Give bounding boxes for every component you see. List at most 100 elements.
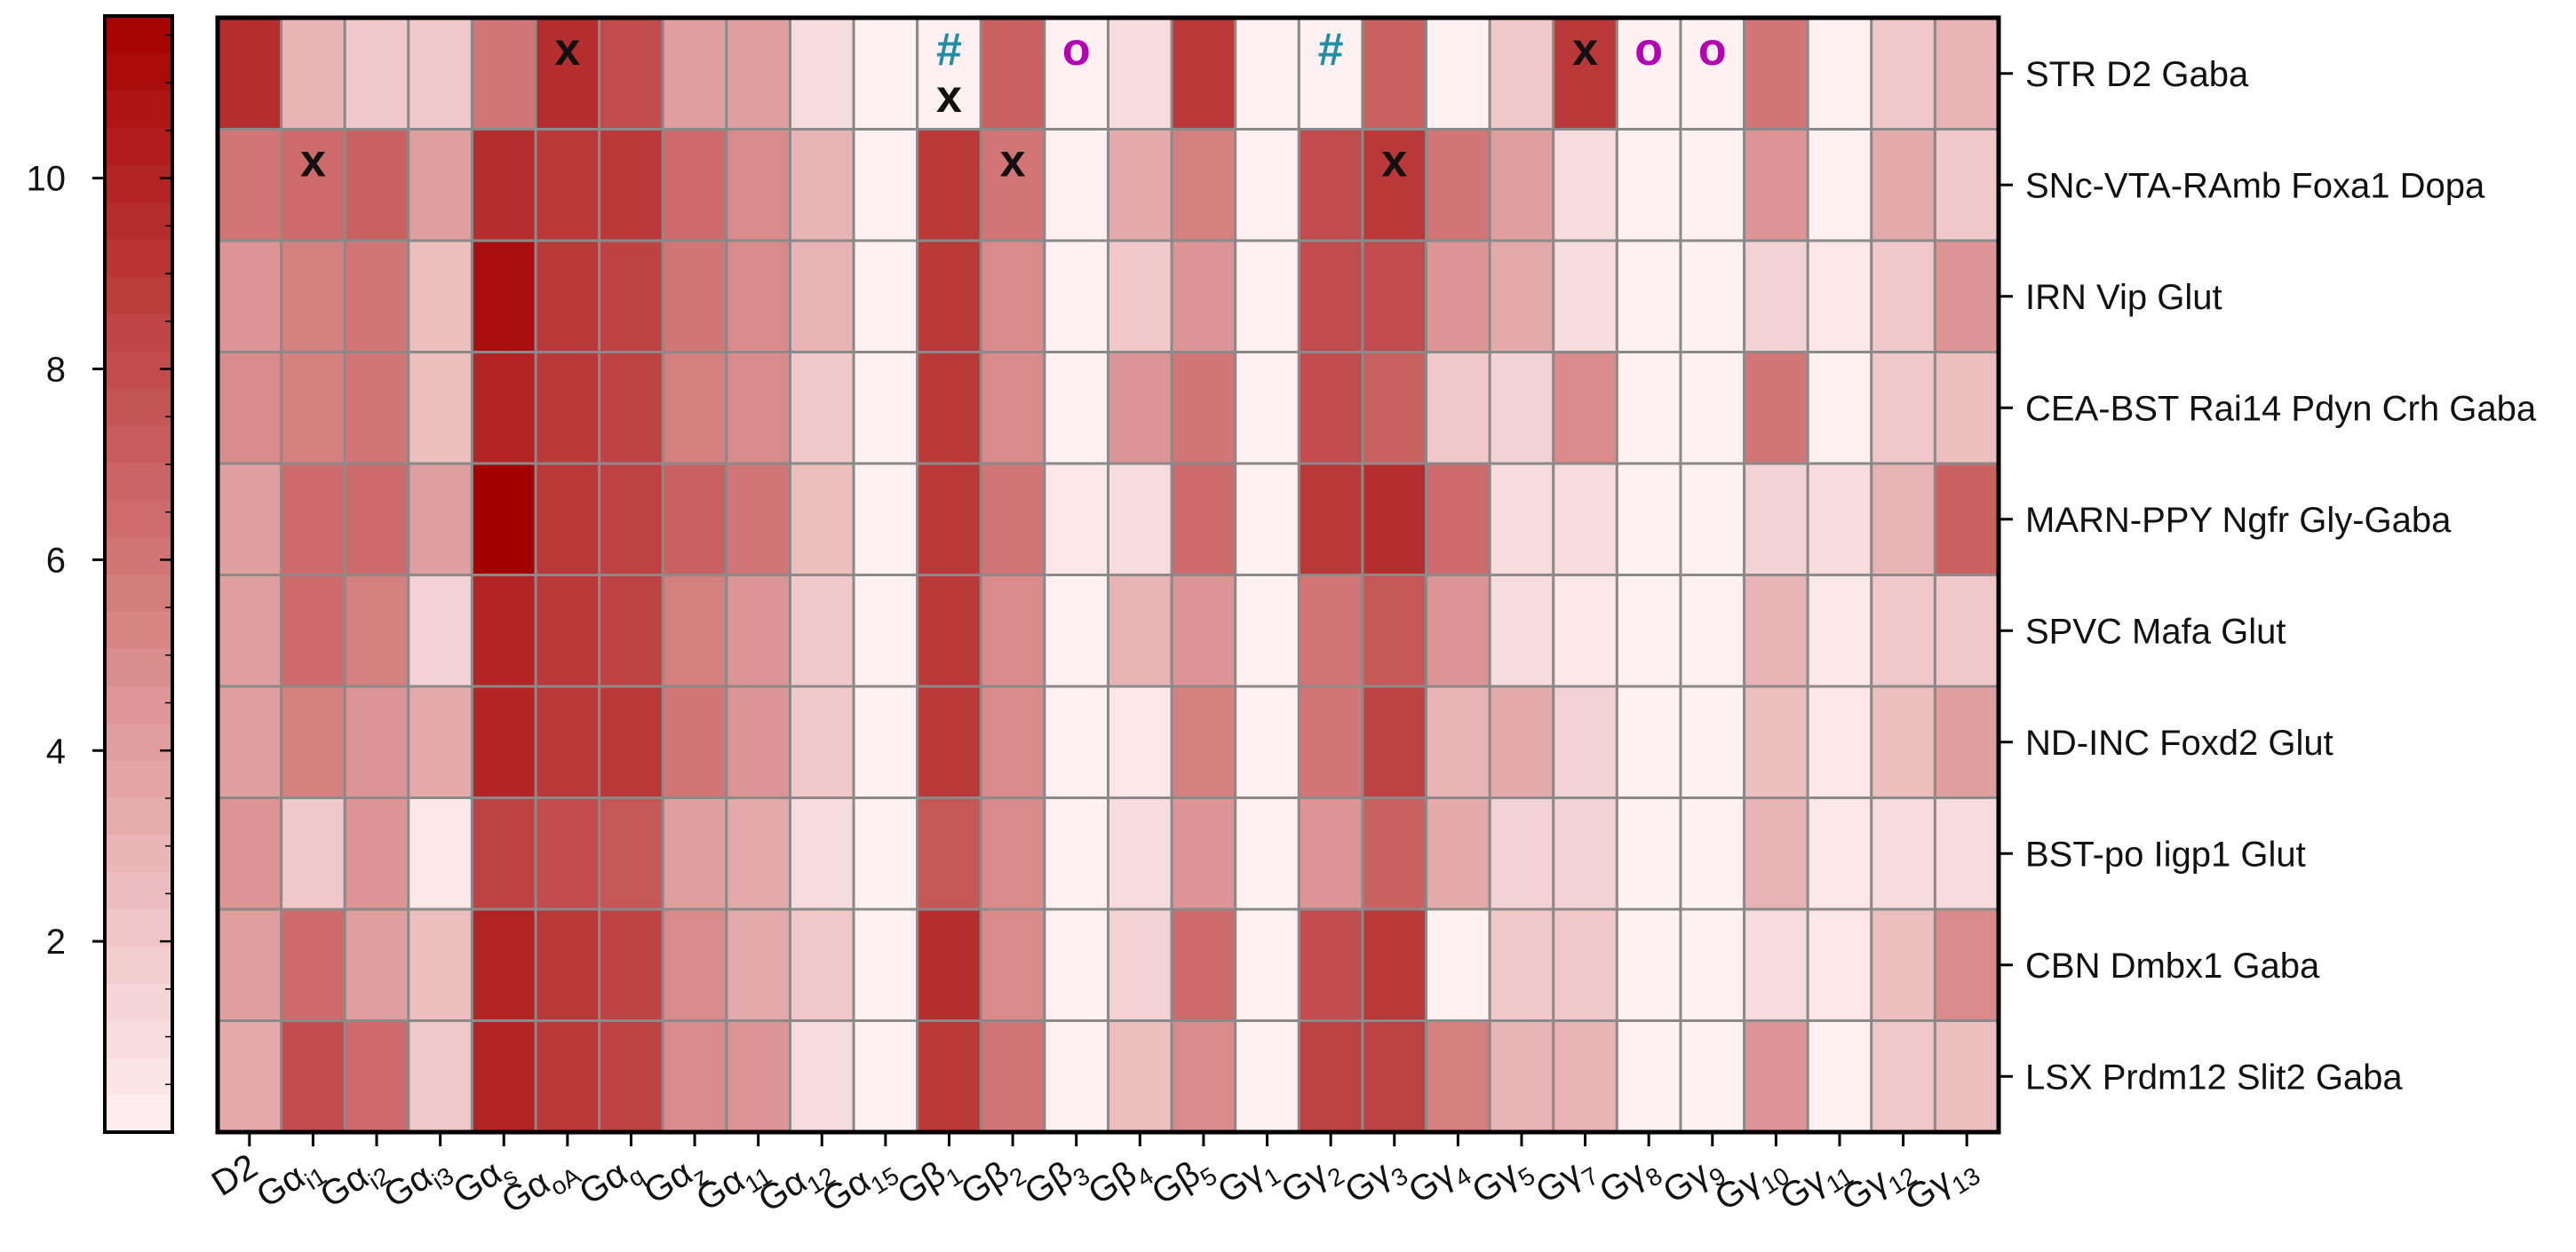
heatmap-cell <box>1425 128 1491 242</box>
heatmap-cell <box>1425 351 1491 465</box>
colorbar-segment <box>105 424 172 464</box>
heatmap-cell <box>1361 351 1428 465</box>
heatmap-cell <box>1107 128 1173 242</box>
heatmap-cell <box>916 351 982 465</box>
row-label: MARN-PPY Ngfr Gly-Gaba <box>2025 501 2452 540</box>
heatmap-cell <box>788 462 855 576</box>
heatmap-cell <box>470 1019 537 1134</box>
heatmap-cell <box>1043 351 1109 465</box>
heatmap-cell <box>1297 685 1364 799</box>
colorbar-segment <box>105 946 172 984</box>
heatmap-cell <box>1107 351 1173 465</box>
heatmap-cell <box>1870 128 1936 242</box>
column-label: Gαq <box>573 1146 649 1217</box>
heatmap-cell <box>788 685 855 799</box>
heatmap-cell <box>916 907 982 1022</box>
colorbar-tick-label: 4 <box>46 732 66 771</box>
cell-marker: x <box>1572 24 1598 75</box>
heatmap-cell <box>1743 128 1809 242</box>
colorbar-segment <box>105 1058 172 1096</box>
cell-marker: o <box>1062 24 1091 75</box>
heatmap-cell <box>1107 16 1173 131</box>
heatmap-cell <box>661 574 728 688</box>
heatmap-cell <box>1552 239 1618 353</box>
heatmap-cell <box>852 685 919 799</box>
heatmap-cell <box>1488 796 1555 911</box>
heatmap-cell <box>979 796 1046 911</box>
heatmap-cell <box>1297 574 1364 688</box>
heatmap-cell <box>725 796 791 911</box>
heatmap-cell <box>661 351 728 465</box>
heatmap-cell <box>661 462 728 576</box>
row-label: BST-po Iigp1 Glut <box>2025 835 2306 874</box>
heatmap-cell <box>788 239 855 353</box>
heatmap-cell <box>788 574 855 688</box>
heatmap-cell <box>725 16 791 131</box>
heatmap-cell <box>661 239 728 353</box>
column-label: D2 <box>205 1146 265 1203</box>
cell-marker: # <box>936 24 962 75</box>
heatmap-cell <box>216 239 283 353</box>
heatmap-cell <box>1806 907 1873 1022</box>
heatmap-cell <box>407 796 473 911</box>
heatmap-cell <box>1297 1019 1364 1134</box>
heatmap-cell <box>470 907 537 1022</box>
heatmap-cell <box>534 574 601 688</box>
heatmap-cell <box>1806 796 1873 911</box>
heatmap-cell <box>725 462 791 576</box>
heatmap-cell <box>852 462 919 576</box>
heatmap-cell <box>979 907 1046 1022</box>
heatmap-cell <box>1933 128 2000 242</box>
heatmap-cell <box>916 796 982 911</box>
heatmap-cell <box>1043 685 1109 799</box>
heatmap-cell <box>1425 462 1491 576</box>
heatmap-cell <box>470 351 537 465</box>
heatmap-cell <box>1425 907 1491 1022</box>
column-label: Gαi3 <box>378 1146 459 1221</box>
heatmap-cell <box>1234 16 1300 131</box>
colorbar-segment <box>105 90 172 129</box>
heatmap-cell <box>1488 574 1555 688</box>
heatmap-cell <box>343 239 410 353</box>
heatmap-cell <box>1743 351 1809 465</box>
heatmap-cell <box>1870 351 1936 465</box>
heatmap-cell <box>1234 239 1300 353</box>
heatmap-cell <box>343 351 410 465</box>
heatmap-cell <box>1552 128 1618 242</box>
heatmap-cell <box>598 1019 664 1134</box>
heatmap-cell <box>661 796 728 911</box>
heatmap-cell <box>1615 128 1682 242</box>
heatmap-cell <box>1870 239 1936 353</box>
heatmap-cell <box>470 16 537 131</box>
heatmap-cell <box>1170 128 1237 242</box>
heatmap-cell <box>661 1019 728 1134</box>
heatmap-cell <box>280 128 346 242</box>
colorbar-segment <box>105 462 172 501</box>
column-label: GαoA <box>495 1146 585 1226</box>
heatmap-cell <box>1361 907 1428 1022</box>
heatmap-cell <box>280 574 346 688</box>
heatmap-cell <box>1170 462 1237 576</box>
heatmap-cell <box>1043 796 1109 911</box>
cell-marker: x <box>936 71 962 123</box>
heatmap-cell <box>979 685 1046 799</box>
heatmap-cell <box>280 462 346 576</box>
column-labels: D2Gαi1Gαi2Gαi3GαsGαoAGαqGαzGα11Gα12Gα15G… <box>205 1132 1985 1226</box>
heatmap-cell <box>470 239 537 353</box>
heatmap-cell <box>852 239 919 353</box>
heatmap-cell <box>598 16 664 131</box>
cell-marker: x <box>1381 136 1407 187</box>
heatmap-cell <box>1933 907 2000 1022</box>
heatmap-cell <box>1870 907 1936 1022</box>
heatmap-cell <box>1488 685 1555 799</box>
heatmap-cell <box>1552 574 1618 688</box>
heatmap-cell <box>470 574 537 688</box>
cell-marker: x <box>300 136 326 187</box>
heatmap-cell <box>1107 1019 1173 1134</box>
heatmap-cell <box>1933 462 2000 576</box>
heatmap-cell <box>534 462 601 576</box>
column-label: Gγ5 <box>1466 1146 1540 1216</box>
heatmap-cell <box>979 16 1046 131</box>
heatmap-cell <box>1425 685 1491 799</box>
heatmap-cell <box>661 685 728 799</box>
